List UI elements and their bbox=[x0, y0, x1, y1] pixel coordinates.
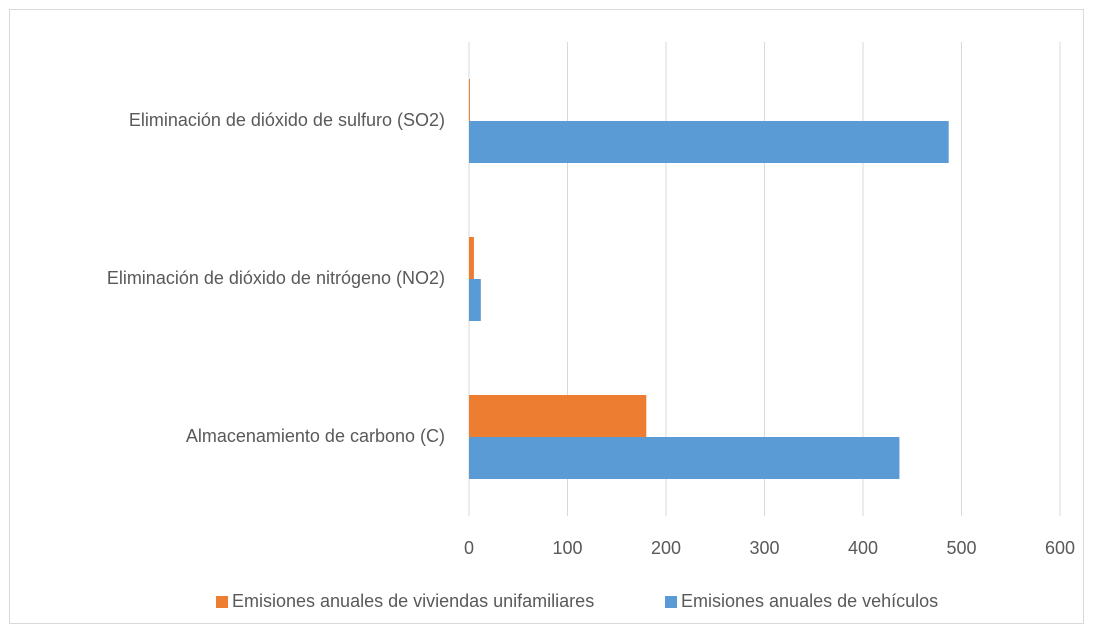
legend-label: Emisiones anuales de vehículos bbox=[681, 591, 938, 611]
x-tick-label: 300 bbox=[749, 538, 779, 558]
bar bbox=[469, 437, 900, 479]
y-tick-label: Eliminación de dióxido de nitrógeno (NO2… bbox=[107, 268, 445, 288]
bar bbox=[469, 121, 949, 163]
bar bbox=[469, 395, 647, 437]
y-tick-label: Eliminación de dióxido de sulfuro (SO2) bbox=[129, 110, 445, 130]
x-tick-label: 600 bbox=[1045, 538, 1075, 558]
x-tick-label: 100 bbox=[552, 538, 582, 558]
x-tick-label: 500 bbox=[946, 538, 976, 558]
bar bbox=[469, 279, 481, 321]
legend-swatch bbox=[665, 596, 677, 608]
bar bbox=[469, 79, 470, 121]
x-tick-label: 0 bbox=[464, 538, 474, 558]
bar bbox=[469, 237, 474, 279]
x-tick-label: 200 bbox=[651, 538, 681, 558]
legend-label: Emisiones anuales de viviendas unifamili… bbox=[232, 591, 594, 611]
legend-swatch bbox=[216, 596, 228, 608]
y-tick-label: Almacenamiento de carbono (C) bbox=[186, 426, 445, 446]
x-tick-label: 400 bbox=[848, 538, 878, 558]
chart-border bbox=[9, 9, 1084, 624]
